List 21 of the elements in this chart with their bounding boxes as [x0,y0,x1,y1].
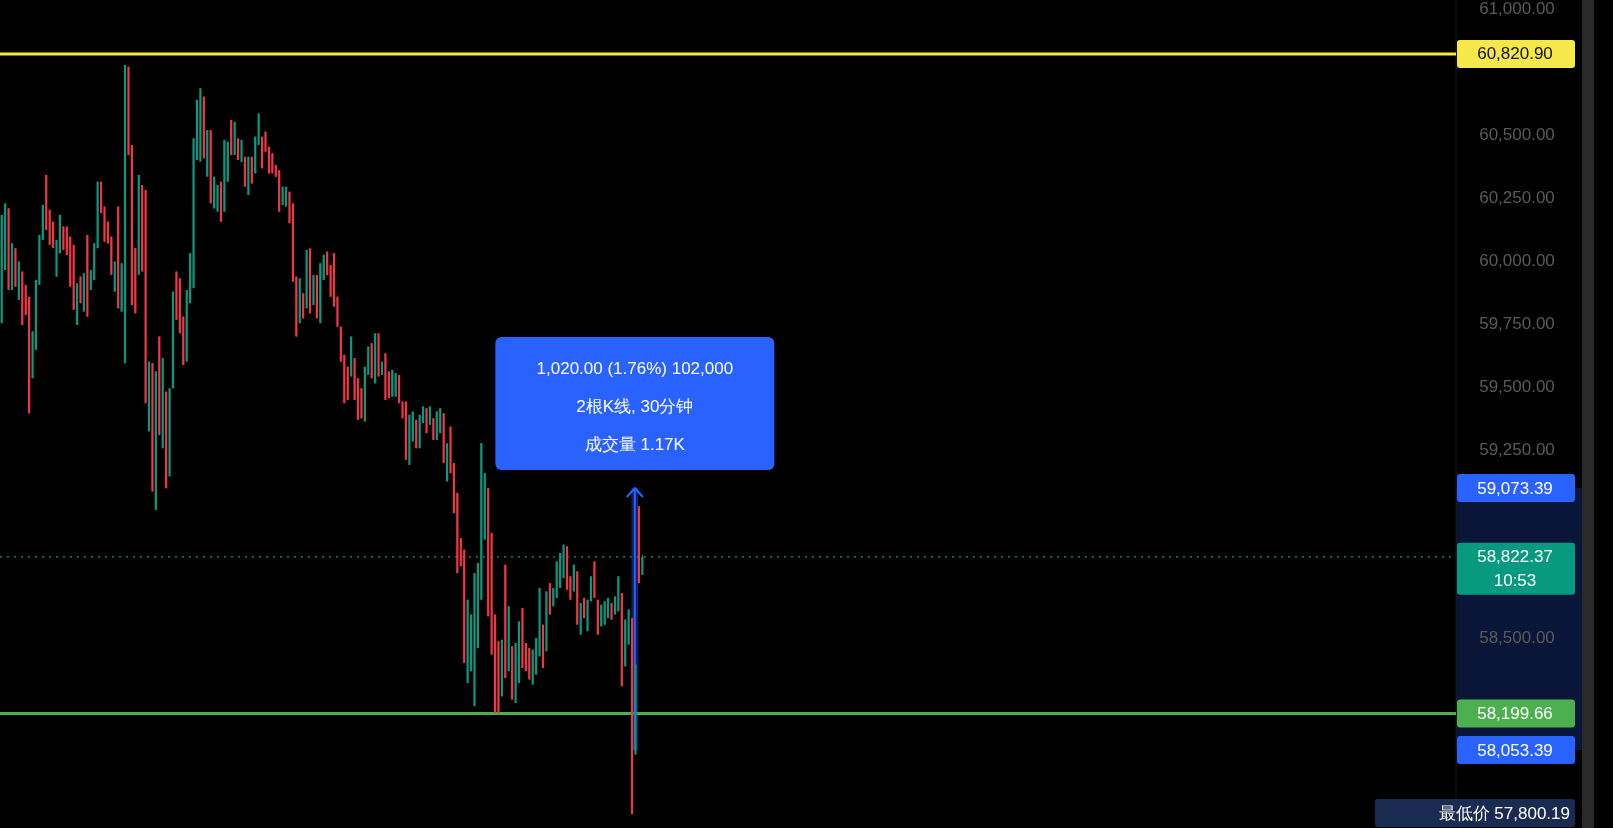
ref-line-label: 60,820.90 [1477,44,1553,64]
text: 59,073.39 [1477,478,1553,498]
annotation: 1,020.00 (1.76%) 102,000 [536,358,734,378]
candlestick [603,600,606,626]
y-tick-label: 60,500.00 [1479,125,1555,145]
candlestick [432,417,435,441]
y-tick-label: 60,000.00 [1479,250,1555,270]
y-tick-label: 60,250.00 [1479,188,1555,208]
text: 58,053.39 [1477,740,1553,760]
y-tick-label: 59,750.00 [1479,313,1555,333]
y-tick-label: 58,500.00 [1479,628,1555,648]
candlestick [428,405,432,426]
y-tick-label: 59,500.00 [1479,376,1555,396]
annotation: 最低价 57,800.19 [1438,803,1570,823]
ref-line-label: 58,199.66 [1477,704,1553,724]
y-tick-label: 59,250.00 [1479,439,1555,459]
ref-line-label: 58,822.37 10:53 [1477,547,1553,591]
candlestick [394,372,397,398]
annotation: 2根K线, 30分钟 [576,396,694,416]
y-tick-label: 61,000.00 [1479,0,1555,19]
annotation: 成交量 1.17K [584,434,686,454]
